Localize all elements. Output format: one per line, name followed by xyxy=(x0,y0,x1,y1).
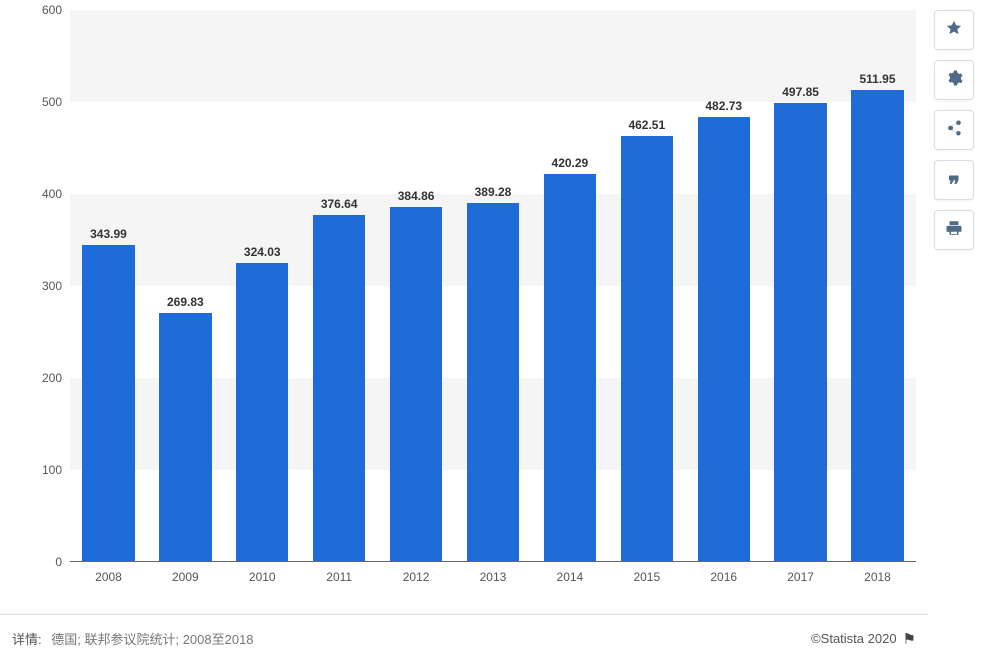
bar[interactable] xyxy=(544,174,596,561)
flag-icon[interactable]: ⚑ xyxy=(903,630,916,648)
bar[interactable] xyxy=(313,215,365,562)
y-tick: 600 xyxy=(42,3,62,17)
x-tick: 2014 xyxy=(531,564,608,592)
bar-slot: 343.99 xyxy=(70,10,147,561)
share-icon xyxy=(945,119,963,142)
quote-icon: ❞ xyxy=(948,171,960,190)
bar-slot: 497.85 xyxy=(762,10,839,561)
print-icon xyxy=(945,219,963,242)
chart-footer: 详情: 德国; 联邦参议院统计; 2008至2018 ©Statista 202… xyxy=(0,614,928,662)
x-tick: 2013 xyxy=(455,564,532,592)
bar[interactable] xyxy=(621,136,673,562)
x-tick: 2010 xyxy=(224,564,301,592)
star-icon xyxy=(945,19,963,42)
y-tick: 400 xyxy=(42,187,62,201)
y-tick: 200 xyxy=(42,371,62,385)
bar[interactable] xyxy=(774,103,826,561)
x-axis: 2008200920102011201220132014201520162017… xyxy=(70,564,916,592)
footer-right: ©Statista 2020 ⚑ xyxy=(811,630,916,648)
x-tick: 2016 xyxy=(685,564,762,592)
data-label: 497.85 xyxy=(782,85,819,99)
bar-slot: 420.29 xyxy=(531,10,608,561)
bar-slot: 389.28 xyxy=(455,10,532,561)
bar[interactable] xyxy=(851,90,903,561)
chart-container: Gross production value in billion euros … xyxy=(0,0,928,614)
bar-slot: 384.86 xyxy=(378,10,455,561)
data-label: 384.86 xyxy=(398,189,435,203)
y-tick: 300 xyxy=(42,279,62,293)
bar-slot: 462.51 xyxy=(608,10,685,561)
data-label: 482.73 xyxy=(705,99,742,113)
x-tick: 2011 xyxy=(301,564,378,592)
favorite-button[interactable] xyxy=(934,10,974,50)
action-buttons: ❞ xyxy=(934,10,974,250)
bars-group: 343.99 269.83 324.03 376.64 384.86 389.28 420.… xyxy=(70,10,916,561)
bar[interactable] xyxy=(467,203,519,561)
data-label: 420.29 xyxy=(552,156,589,170)
gear-icon xyxy=(945,69,963,92)
x-tick: 2018 xyxy=(839,564,916,592)
footer-details[interactable]: 详情: 德国; 联邦参议院统计; 2008至2018 xyxy=(12,629,811,648)
bar[interactable] xyxy=(159,313,211,561)
y-tick: 500 xyxy=(42,95,62,109)
bar[interactable] xyxy=(236,263,288,561)
data-label: 343.99 xyxy=(90,227,127,241)
data-label: 376.64 xyxy=(321,197,358,211)
bar-slot: 482.73 xyxy=(685,10,762,561)
data-label: 389.28 xyxy=(475,185,512,199)
copyright-text[interactable]: ©Statista 2020 xyxy=(811,631,896,646)
bar-slot: 511.95 xyxy=(839,10,916,561)
print-button[interactable] xyxy=(934,210,974,250)
bar-slot: 324.03 xyxy=(224,10,301,561)
details-label: 详情: xyxy=(12,632,42,647)
data-label: 462.51 xyxy=(628,118,665,132)
y-axis: Gross production value in billion euros … xyxy=(0,10,70,562)
bar-slot: 269.83 xyxy=(147,10,224,561)
data-label: 324.03 xyxy=(244,245,281,259)
settings-button[interactable] xyxy=(934,60,974,100)
data-label: 511.95 xyxy=(859,72,895,86)
y-tick: 100 xyxy=(42,463,62,477)
plot-area: 343.99 269.83 324.03 376.64 384.86 389.28 420.… xyxy=(70,10,916,562)
x-tick: 2009 xyxy=(147,564,224,592)
x-tick: 2012 xyxy=(378,564,455,592)
cite-button[interactable]: ❞ xyxy=(934,160,974,200)
bar[interactable] xyxy=(390,207,442,561)
x-tick: 2017 xyxy=(762,564,839,592)
x-tick: 2015 xyxy=(608,564,685,592)
bar[interactable] xyxy=(698,117,750,561)
share-button[interactable] xyxy=(934,110,974,150)
data-label: 269.83 xyxy=(167,295,204,309)
bar[interactable] xyxy=(82,245,134,561)
bar-slot: 376.64 xyxy=(301,10,378,561)
x-tick: 2008 xyxy=(70,564,147,592)
details-text: 德国; 联邦参议院统计; 2008至2018 xyxy=(51,632,253,647)
y-tick: 0 xyxy=(55,555,62,569)
